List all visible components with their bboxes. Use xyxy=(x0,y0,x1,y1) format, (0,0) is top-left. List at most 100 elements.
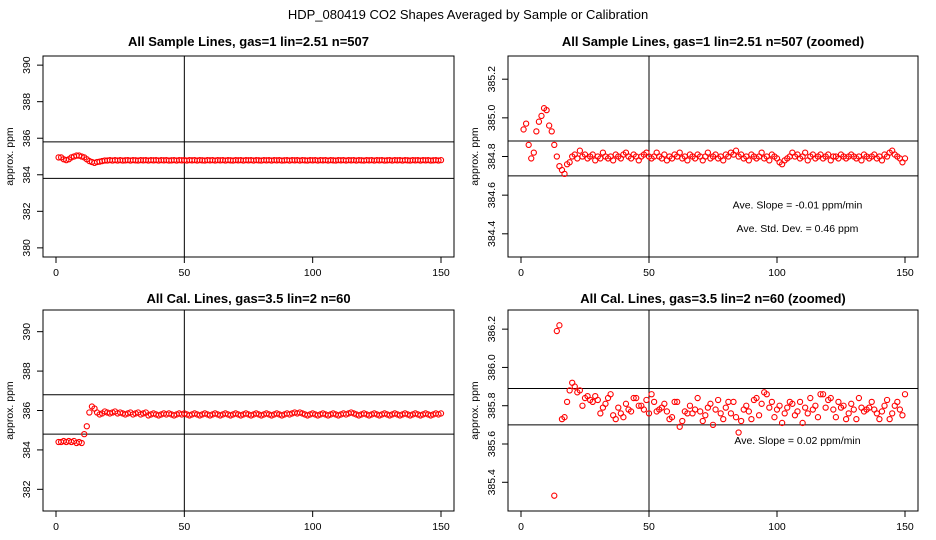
data-point xyxy=(817,391,824,398)
data-point xyxy=(819,391,827,398)
x-tick-label: 0 xyxy=(53,267,59,279)
data-point xyxy=(901,155,909,162)
data-point xyxy=(725,398,732,406)
annotation: Ave. Slope = 0.02 ppm/min xyxy=(734,435,860,447)
data-point xyxy=(435,157,442,164)
data-point xyxy=(825,151,832,158)
y-tick-label: 382 xyxy=(21,202,33,220)
data-point xyxy=(732,414,740,421)
data-point xyxy=(83,423,90,430)
plot-frame xyxy=(507,309,919,512)
data-point xyxy=(878,408,886,415)
annotation: Ave. Slope = -0.01 ppm/min xyxy=(733,200,863,212)
data-point xyxy=(848,400,855,407)
data-point xyxy=(855,394,863,402)
y-tick-label: 386 xyxy=(21,129,33,147)
data-point xyxy=(538,112,545,120)
data-point xyxy=(610,157,617,164)
x-tick-label: 0 xyxy=(518,521,524,533)
data-point xyxy=(735,429,742,436)
data-point xyxy=(753,394,760,402)
y-tick-label: 385.2 xyxy=(486,66,498,92)
data-point xyxy=(850,406,857,413)
data-point xyxy=(720,415,727,423)
panel-title: All Sample Lines, gas=1 lin=2.51 n=507 (… xyxy=(562,34,864,49)
data-point xyxy=(858,157,865,164)
data-point xyxy=(845,410,852,417)
data-point xyxy=(620,414,627,421)
data-point xyxy=(676,149,683,156)
data-point xyxy=(794,408,801,415)
y-tick-label: 384.4 xyxy=(486,221,498,247)
data-point xyxy=(561,170,568,178)
data-point xyxy=(899,412,906,419)
data-point xyxy=(709,421,717,429)
data-point xyxy=(633,394,640,402)
data-point xyxy=(561,414,568,421)
data-point xyxy=(589,398,596,406)
data-point xyxy=(796,398,804,406)
data-point xyxy=(645,410,653,417)
y-tick-label: 382 xyxy=(21,480,33,498)
y-tick-label: 384.8 xyxy=(486,143,498,169)
data-point xyxy=(722,404,729,411)
data-point xyxy=(622,400,630,407)
data-point xyxy=(896,406,904,413)
data-point xyxy=(686,402,694,409)
data-point xyxy=(699,417,706,425)
data-point xyxy=(81,430,88,438)
data-point xyxy=(571,383,578,390)
data-point xyxy=(901,391,909,398)
data-point xyxy=(704,149,712,156)
data-point xyxy=(676,423,683,430)
data-point xyxy=(691,406,699,413)
data-point xyxy=(576,387,584,394)
data-point xyxy=(835,398,842,406)
data-point xyxy=(530,149,537,156)
data-point xyxy=(758,149,765,156)
data-point xyxy=(755,412,763,419)
data-point xyxy=(630,394,637,402)
data-point xyxy=(842,415,850,423)
panel-title: All Cal. Lines, gas=3.5 lin=2 n=60 (zoom… xyxy=(580,291,846,306)
data-point xyxy=(784,404,791,411)
data-point xyxy=(576,147,584,154)
data-point xyxy=(771,414,778,421)
data-point xyxy=(830,406,837,413)
data-point xyxy=(768,398,776,406)
data-point xyxy=(579,402,586,409)
data-point xyxy=(563,398,571,406)
data-point xyxy=(437,410,445,417)
data-point xyxy=(648,391,655,398)
data-point xyxy=(437,157,445,164)
data-point xyxy=(86,409,93,416)
data-point xyxy=(78,439,85,447)
data-point xyxy=(566,387,573,394)
y-tick-label: 385.8 xyxy=(486,392,498,418)
data-point xyxy=(697,408,704,415)
panel-cal-lines: All Cal. Lines, gas=3.5 lin=2 n=60 0 50 100… xyxy=(4,291,455,533)
x-tick-label: 100 xyxy=(304,521,322,533)
data-point xyxy=(566,159,573,166)
data-point xyxy=(840,402,847,409)
data-point xyxy=(827,394,834,402)
data-point xyxy=(745,157,752,164)
data-point xyxy=(717,410,724,417)
data-point xyxy=(707,400,714,407)
data-point xyxy=(712,406,719,413)
y-tick-label: 384.6 xyxy=(486,182,498,208)
data-point xyxy=(694,394,701,402)
data-point xyxy=(776,402,783,409)
data-point xyxy=(886,415,893,423)
y-tick-label: 386 xyxy=(21,402,33,420)
data-point xyxy=(789,400,796,407)
data-point xyxy=(574,155,581,162)
data-point xyxy=(894,398,901,406)
data-point xyxy=(543,106,550,114)
data-point xyxy=(679,417,686,425)
data-point xyxy=(556,322,563,329)
data-point xyxy=(528,155,535,162)
data-point xyxy=(640,406,648,413)
panel-title: All Sample Lines, gas=1 lin=2.51 n=507 xyxy=(128,34,369,49)
